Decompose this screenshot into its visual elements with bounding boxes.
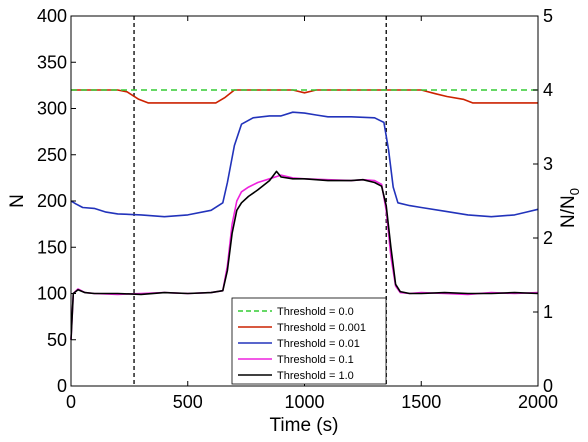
y-tick-label: 100 (37, 284, 67, 304)
x-tick-label: 0 (66, 392, 76, 412)
legend-box (231, 297, 387, 385)
y2-tick-label: 1 (543, 302, 553, 322)
series-line-2 (70, 111, 539, 218)
y-axis-label: N (7, 194, 28, 208)
y-tick-label: 200 (37, 191, 67, 211)
x-axis-label: Time (s) (270, 415, 339, 436)
y2-axis-label: N/N0 (558, 188, 582, 228)
svg-text:N/N0: N/N0 (558, 188, 582, 228)
x-tick-label: 500 (173, 392, 203, 412)
x-tick-label: 1000 (284, 392, 324, 412)
y-tick-label: 150 (37, 237, 67, 257)
y-axis-ticks: 0 50 100 150 200 250 300 350 400 (37, 6, 76, 396)
y2-axis-label-subscript: 0 (567, 188, 582, 195)
y2-tick-label: 2 (543, 228, 553, 248)
y2-tick-label: 0 (543, 376, 553, 396)
y-tick-label: 400 (37, 6, 67, 26)
y-tick-label: 0 (57, 376, 67, 396)
y2-tick-label: 4 (543, 80, 553, 100)
series-lines (70, 89, 539, 340)
y2-tick-label: 5 (543, 6, 553, 26)
legend-label: Threshold = 0.001 (277, 322, 366, 334)
legend-label: Threshold = 0.01 (277, 338, 360, 350)
legend-label: Threshold = 0.0 (277, 306, 354, 318)
y2-tick-label: 3 (543, 154, 553, 174)
x-tick-label: 2000 (518, 392, 558, 412)
series-line-4 (70, 170, 539, 340)
y-tick-label: 350 (37, 52, 67, 72)
y-tick-label: 50 (47, 330, 67, 350)
legend: Threshold = 0.0 Threshold = 0.001 Threshol… (231, 297, 387, 385)
y-tick-label: 300 (37, 99, 67, 119)
legend-label: Threshold = 0.1 (277, 354, 354, 366)
legend-label: Threshold = 1.0 (277, 370, 354, 382)
x-axis-ticks: 0 500 1000 1500 2000 (66, 16, 558, 412)
x-tick-label: 1500 (401, 392, 441, 412)
y-tick-label: 250 (37, 145, 67, 165)
y2-axis-label-main: N/N (558, 195, 579, 228)
y2-axis-ticks: 0 1 2 3 4 5 (533, 6, 553, 396)
